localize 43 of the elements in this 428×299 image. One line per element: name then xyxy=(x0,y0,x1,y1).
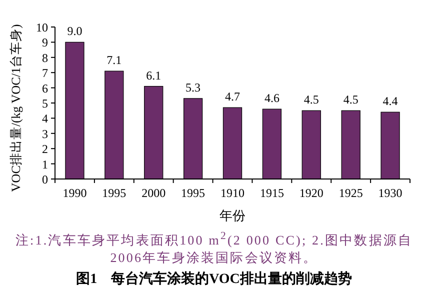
x-tick-label: 1910 xyxy=(220,186,244,200)
text: 图1 每台汽车涂装的VOC排出量的削减趋势 xyxy=(75,270,353,288)
x-tick-label: 2000 xyxy=(142,186,166,200)
bar xyxy=(302,110,321,180)
x-axis-title: 年份 xyxy=(220,208,246,223)
data-label: 5.3 xyxy=(186,80,201,94)
bar xyxy=(341,110,360,180)
x-tick-label: 1995 xyxy=(181,186,206,200)
text: 注:1.汽车车身平均表面积100 m$^{2}$(2 000 CC); 2.图中数据源自2006年车身涂装国际会议资料。 xyxy=(14,229,414,268)
y-tick-label: 5 xyxy=(42,96,48,110)
bar xyxy=(380,112,400,180)
y-tick-label: 4 xyxy=(42,112,48,126)
y-tick-label: 10 xyxy=(36,20,48,34)
y-tick-label: 2 xyxy=(42,142,48,156)
x-tick-label: 1990 xyxy=(62,186,87,200)
y-tick-label: 8 xyxy=(42,50,48,65)
x-tick-label: 1915 xyxy=(260,186,284,200)
bar xyxy=(222,107,242,180)
y-tick-label: 7 xyxy=(42,66,48,80)
x-tick-label: 1995 xyxy=(102,186,126,200)
bar xyxy=(262,108,282,180)
bar xyxy=(104,70,124,180)
bar xyxy=(183,98,203,180)
bar xyxy=(144,86,164,180)
bar xyxy=(65,42,84,180)
y-tick-label: 9 xyxy=(42,36,48,50)
x-tick-label: 1920 xyxy=(299,186,324,200)
y-tick-label: 0 xyxy=(42,172,48,186)
data-label: 4.6 xyxy=(264,91,280,106)
data-label: 4.5 xyxy=(343,92,358,107)
y-tick-label: 3 xyxy=(42,126,48,141)
x-tick-label: 1925 xyxy=(338,186,363,200)
data-label: 7.1 xyxy=(106,53,122,68)
data-label: 4.4 xyxy=(382,94,398,108)
data-label: 4.7 xyxy=(225,90,240,104)
data-label: 4.5 xyxy=(304,92,319,107)
y-axis-title: VOC排出量/(kg VOC/1台车身) xyxy=(9,24,23,192)
y-tick-label: 6 xyxy=(42,81,48,96)
data-label: 9.0 xyxy=(67,24,82,38)
y-tick-label: 1 xyxy=(42,157,48,172)
x-tick-label: 1930 xyxy=(378,186,402,200)
plot: 9.0 7.1 6.1 5.3 4.7 4.6 4.5 4.5 4.4 0 1 2 3 4 5 6 7 8 9 10 1990 1995 2000 1995 1910 1915 1920 1925 1930 xyxy=(36,20,410,200)
data-label: 6.1 xyxy=(146,68,162,82)
